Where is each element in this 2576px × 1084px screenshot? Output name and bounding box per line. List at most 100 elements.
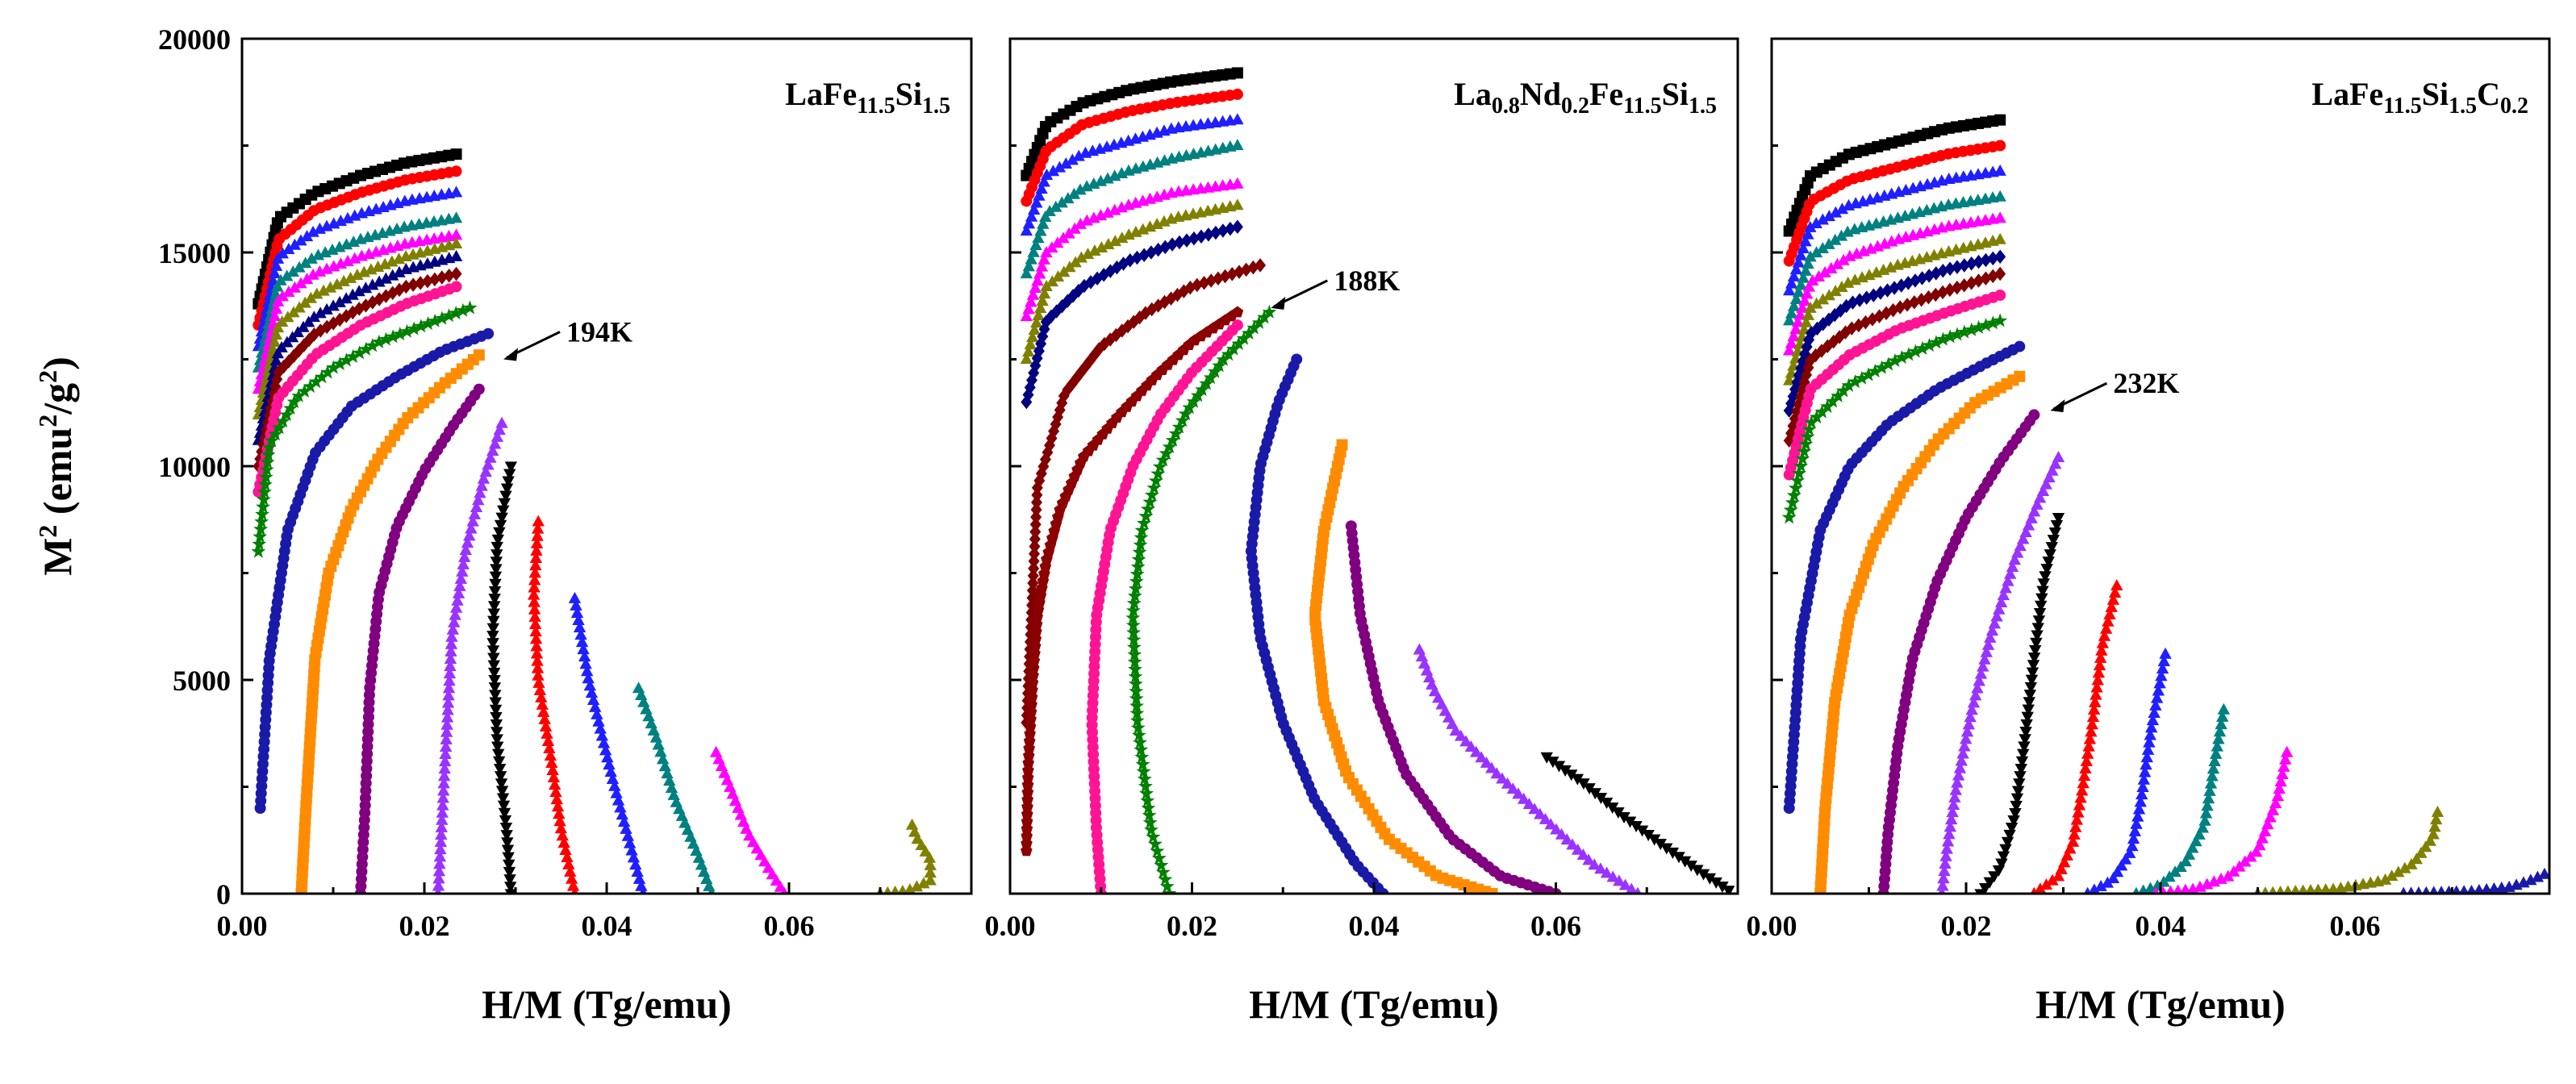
series-marker-T10 [1789,480,1803,494]
series-marker-T16 [531,529,544,541]
series-marker-T17 [574,628,587,640]
series-marker-T4 [1799,264,1812,276]
series-marker-T10 [1922,338,1937,352]
series-marker-T14 [1345,520,1357,532]
x-tick-label: 0.00 [217,910,268,942]
series-marker-T15 [1413,643,1426,655]
series-marker-T14 [432,872,445,884]
temperature-annotation: 194K [566,316,633,348]
series-marker-T18 [2206,769,2219,782]
series-marker-T11 [1216,352,1231,366]
series-marker-T15 [1983,877,1996,889]
series-marker-T15 [2047,535,2060,547]
series-marker-T15 [2017,748,2030,761]
series-marker-T10 [1785,495,1800,510]
series-marker-T19 [2273,782,2286,794]
series-line-T9 [1025,311,1238,852]
series-marker-T7 [1173,235,1185,250]
series-marker-T7 [1202,227,1214,242]
series-marker-T10 [1231,319,1243,331]
series-marker-T6 [1088,244,1101,256]
series-marker-T6 [268,336,282,348]
series-marker-T16 [544,748,557,761]
series-marker-T16 [554,822,568,834]
series-marker-T3 [1037,175,1050,187]
series-marker-T14 [461,536,474,548]
series-marker-T16 [2090,688,2102,700]
series-marker-T17 [2132,803,2146,815]
series-marker-T11 [1129,698,1144,713]
series-marker-T16 [562,857,575,869]
series-marker-T14 [459,543,472,555]
series-marker-T17 [572,614,585,626]
series-marker-T16 [2106,593,2120,605]
series-marker-T20 [2424,834,2436,846]
series-marker-T21 [2466,884,2477,894]
series-marker-T18 [670,795,683,807]
series-marker-T15 [490,564,503,576]
series-marker-T16 [1600,798,1614,810]
series-marker-T10 [1993,313,2008,327]
series-marker-T17 [2149,698,2162,711]
series-marker-T15 [2039,571,2052,583]
series-marker-T4 [1049,200,1063,212]
series-marker-T16 [529,632,543,644]
series-marker-T14 [432,865,446,877]
series-marker-T15 [1438,704,1452,716]
series-marker-T10 [392,327,407,341]
series-marker-T14 [1958,740,1971,752]
series-marker-T18 [663,774,676,786]
series-marker-T14 [1971,682,1984,694]
series-marker-T10 [358,341,374,356]
series-marker-T16 [2081,747,2094,759]
series-marker-T15 [491,549,503,561]
series-marker-T20 [2269,886,2277,894]
series-marker-T20 [2419,840,2432,853]
series-marker-T11 [1155,452,1171,467]
series-marker-T15 [490,711,503,723]
series-marker-T16 [2060,848,2074,861]
series-marker-T14 [482,458,495,470]
series-marker-T5 [1031,274,1044,286]
series-marker-T14 [1952,769,1965,781]
series-marker-T5 [1068,222,1081,234]
series-marker-T6 [324,281,337,293]
series-marker-T16 [1571,773,1584,786]
series-marker-T6 [1994,232,2006,244]
series-marker-T6 [317,284,330,296]
series-marker-T19 [743,829,756,841]
series-marker-T15 [491,748,505,761]
series-marker-T17 [606,772,620,784]
series-marker-T15 [2010,800,2023,812]
series-marker-T18 [2216,710,2229,722]
series-marker-T7 [327,299,340,311]
series-marker-T14 [449,601,463,613]
series-marker-T14 [435,820,449,832]
panel-title: LaFe11.5Si1.5C0.2 [2311,76,2528,119]
series-marker-T20 [2385,869,2399,882]
series-marker-T21 [2452,885,2461,894]
series-marker-T11 [1257,310,1271,324]
series-marker-T6 [1810,297,1823,309]
series-marker-T14 [1960,725,1974,737]
series-marker-T16 [1710,877,1722,889]
series-marker-T11 [1221,347,1236,361]
series-marker-T17 [2144,721,2158,733]
series-marker-T3 [1804,220,1817,232]
series-marker-T11 [1231,336,1246,351]
series-marker-T10 [1868,364,1883,378]
series-marker-T5 [288,281,302,293]
series-marker-T4 [1789,293,1803,305]
series-marker-T5 [1793,308,1807,320]
series-marker-T16 [565,872,578,884]
series-marker-T19 [774,880,787,892]
series-marker-T15 [499,490,512,502]
series-marker-T14 [477,472,491,484]
series-marker-T16 [551,800,565,812]
series-marker-T3 [282,243,295,255]
series-marker-T3 [300,230,314,242]
series-marker-T19 [726,787,739,799]
series-marker-T15 [488,682,502,694]
y-tick-label: 5000 [173,665,231,697]
series-marker-T5 [282,286,295,298]
